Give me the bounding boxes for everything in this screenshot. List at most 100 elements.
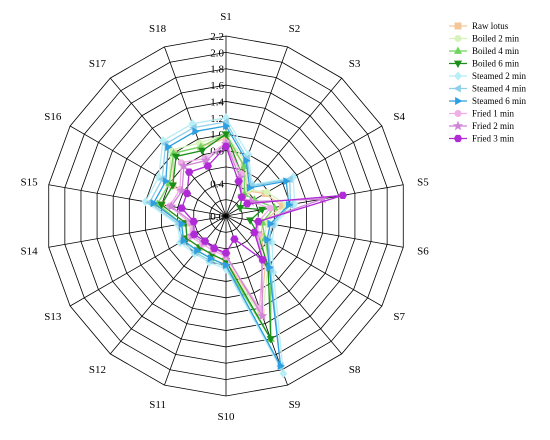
radial-tick-label: 1.8: [210, 64, 224, 76]
data-point: [246, 217, 255, 225]
data-point: [277, 361, 286, 370]
spoke-label: S12: [89, 364, 106, 376]
legend-label: Boiled 6 min: [472, 59, 519, 69]
data-point: [266, 204, 274, 212]
data-point: [283, 177, 291, 186]
data-point: [177, 204, 186, 212]
spoke-label: S13: [44, 311, 62, 323]
grid-spoke: [225, 184, 404, 217]
data-point: [189, 218, 198, 226]
data-point: [453, 46, 463, 54]
legend-label: Steamed 2 min: [472, 71, 526, 81]
data-point: [182, 189, 192, 198]
data-point: [243, 200, 252, 208]
data-point: [178, 160, 189, 171]
data-point: [454, 71, 462, 81]
data-point: [454, 34, 462, 42]
data-point: [221, 142, 231, 151]
data-point: [223, 121, 231, 131]
legend-item: Fried 2 min: [449, 120, 514, 131]
legend-item: Fried 1 min: [449, 109, 514, 119]
legend-item: Boiled 2 min: [449, 34, 519, 44]
spoke-label: S3: [349, 58, 361, 70]
data-point: [264, 235, 272, 244]
radial-tick-label: 1.6: [210, 80, 224, 92]
data-point: [189, 230, 199, 239]
data-point: [198, 147, 207, 156]
chart-legend: Raw lotus Boiled 2 min Boiled 4 min Boiled …: [449, 21, 526, 144]
radial-tick-label: 0.0: [210, 211, 224, 223]
data-point: [158, 136, 167, 146]
data-point: [234, 177, 243, 186]
data-point: [165, 143, 173, 152]
grid-spoke: [69, 125, 227, 217]
data-point: [210, 244, 219, 252]
data-point: [254, 218, 263, 226]
legend-label: Fried 1 min: [472, 109, 514, 119]
data-point: [454, 110, 462, 118]
data-point: [285, 200, 294, 209]
legend-item: Fried 3 min: [449, 134, 514, 144]
data-point: [258, 256, 268, 264]
radial-tick-label: 2.2: [210, 31, 224, 43]
data-point: [266, 336, 275, 344]
spoke-label: S8: [349, 364, 361, 376]
grid-spoke: [164, 215, 227, 386]
legend-label: Boiled 2 min: [472, 34, 519, 44]
series-9: [177, 142, 348, 264]
data-point: [230, 235, 239, 243]
data-point: [184, 168, 194, 176]
spoke-label: S4: [393, 111, 405, 123]
data-point: [266, 263, 274, 272]
legend-label: Fried 3 min: [472, 134, 514, 144]
data-point: [257, 310, 268, 321]
grid-spoke: [109, 215, 227, 355]
data-point: [203, 162, 212, 170]
spoke-label: S17: [89, 58, 107, 70]
data-point: [177, 185, 188, 195]
data-point: [221, 131, 231, 139]
grid-spoke: [69, 215, 227, 307]
data-point: [263, 188, 271, 196]
grid-spoke: [225, 215, 343, 355]
legend-label: Raw lotus: [472, 21, 509, 31]
data-point: [154, 172, 163, 182]
data-point: [168, 182, 177, 190]
data-point: [172, 153, 181, 161]
grid-spoke: [225, 215, 288, 386]
legend-label: Fried 2 min: [472, 121, 514, 131]
spoke-label: S7: [393, 311, 405, 323]
data-point: [453, 134, 463, 143]
data-point: [236, 204, 245, 213]
legend-item: Steamed 2 min: [449, 71, 526, 81]
data-point: [166, 201, 177, 211]
data-point: [237, 193, 246, 201]
legend-item: Boiled 6 min: [449, 59, 519, 69]
legend-item: Boiled 4 min: [449, 46, 519, 56]
legend-item: Steamed 4 min: [449, 84, 526, 94]
spoke-label: S6: [417, 246, 429, 258]
data-point: [455, 96, 463, 106]
data-point: [453, 84, 461, 93]
radial-tick-label: 0.4: [210, 178, 224, 190]
data-point: [453, 60, 463, 68]
data-point: [178, 219, 187, 228]
spoke-label: S10: [217, 411, 235, 423]
data-point: [246, 183, 255, 192]
data-point: [267, 219, 275, 228]
data-point: [338, 191, 348, 200]
legend-item: Raw lotus: [449, 21, 509, 31]
legend-label: Steamed 4 min: [472, 84, 526, 94]
legend-item: Steamed 6 min: [449, 96, 526, 106]
data-point: [452, 120, 464, 131]
series-6: [150, 121, 294, 370]
grid-spoke: [225, 46, 288, 217]
spoke-label: S11: [149, 399, 166, 411]
legend-label: Steamed 6 min: [472, 96, 526, 106]
radial-tick-label: 1.4: [210, 96, 224, 108]
data-point: [162, 177, 171, 186]
data-point: [192, 127, 200, 136]
data-point: [223, 261, 231, 270]
spoke-label: S18: [149, 23, 167, 35]
